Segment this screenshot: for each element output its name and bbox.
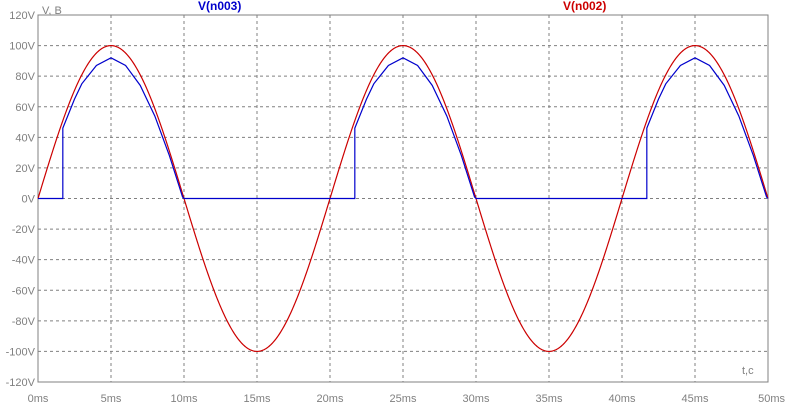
y-tick-label: -100V [6, 346, 36, 358]
y-tick-label: 0V [22, 194, 36, 206]
x-tick-label: 10ms [171, 393, 198, 405]
y-tick-label: -20V [12, 224, 36, 236]
y-tick-label: -80V [12, 316, 36, 328]
y-unit-label: V, В [42, 5, 62, 17]
x-tick-label: 5ms [101, 393, 122, 405]
x-tick-label: 25ms [390, 393, 417, 405]
y-tick-label: -40V [12, 255, 36, 267]
y-tick-label: -60V [12, 285, 36, 297]
x-tick-label: 45ms [682, 393, 709, 405]
y-tick-label: 100V [9, 41, 35, 53]
legend-v-n003: V(n003) [198, 0, 241, 13]
x-tick-label: 30ms [463, 393, 490, 405]
y-tick-label: -120V [6, 377, 36, 389]
y-tick-label: 20V [15, 163, 35, 175]
y-tick-label: 80V [15, 71, 35, 83]
series-line-v-n003 [38, 57, 769, 200]
x-tick-label: 0ms [28, 393, 49, 405]
y-tick-label: 120V [9, 10, 35, 22]
x-unit-label: t,c [742, 365, 754, 377]
y-tick-label: 60V [15, 102, 35, 114]
x-tick-label: 15ms [244, 393, 271, 405]
x-tick-label: 20ms [317, 393, 344, 405]
x-tick-labels: 0ms 5ms 10ms 15ms 20ms 25ms 30ms 35ms 40ms 45ms 50… [28, 393, 785, 405]
legend-v-n002: V(n002) [563, 0, 606, 13]
x-tick-label: 40ms [609, 393, 636, 405]
series-line-v-n002 [37, 44, 769, 353]
x-tick-label: 50ms [758, 393, 785, 405]
y-tick-labels: 120V 100V 80V 60V 40V 20V 0V -20V -40V -60V -80V -1… [6, 10, 36, 389]
x-tick-label: 35ms [536, 393, 563, 405]
y-tick-label: 40V [15, 132, 35, 144]
